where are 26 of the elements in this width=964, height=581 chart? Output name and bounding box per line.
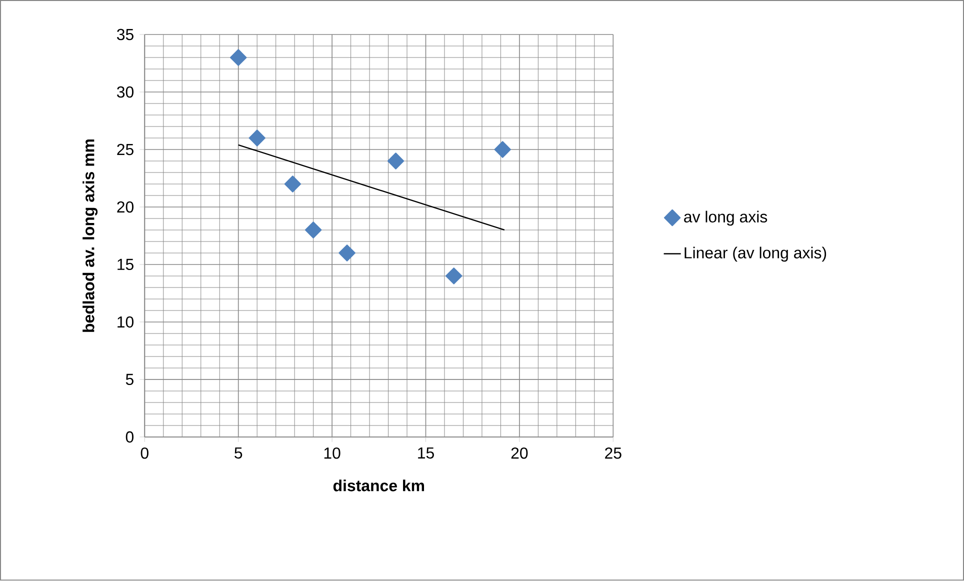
point [304,222,322,239]
y-tick-label: 35 [116,29,134,40]
y-axis-title: bedlaod av. long axis mm [82,140,98,332]
y-tick-label: 10 [118,316,134,328]
legend-label: Linear (av long axis) [684,246,826,262]
y-tick-label: 25 [117,144,134,156]
y-tick-label: 5 [126,374,134,386]
point [445,268,462,285]
point [284,176,302,193]
point [494,141,511,158]
x-tick-label: 15 [418,448,434,459]
y-tick-label: 15 [118,259,134,270]
point [248,130,266,147]
point [338,244,356,262]
legend-label: av long axis [684,210,768,226]
y-tick-label: 0 [126,432,134,443]
point [387,152,404,170]
x-tick-label: 0 [140,448,148,459]
x-tick-label: 25 [605,448,622,459]
y-tick-label: 30 [116,86,134,98]
x-tick-label: 5 [234,448,242,459]
y-tick-label: 20 [117,202,134,213]
x-axis-title: distance km [333,480,424,492]
point [230,49,247,66]
x-tick-label: 20 [511,448,528,459]
x-tick-label: 10 [324,448,340,459]
